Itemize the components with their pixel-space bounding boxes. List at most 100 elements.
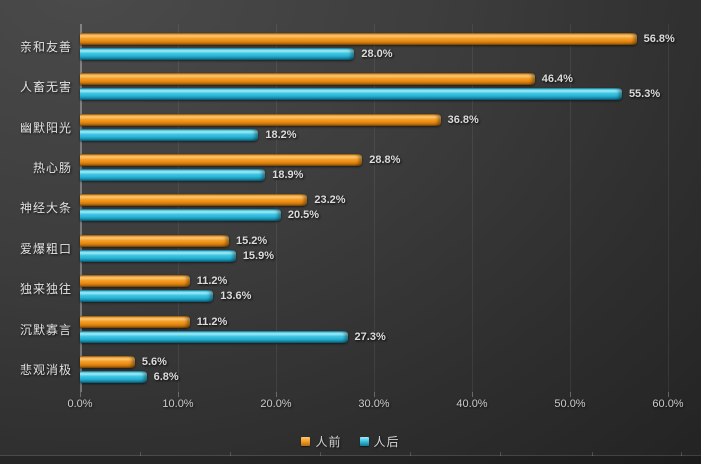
x-tick-label: 10.0%	[162, 398, 194, 410]
chart-row: 人畜无害 46.4% 55.3%	[0, 66, 668, 106]
sheet-edge-tick	[410, 452, 411, 456]
category-label: 人畜无害	[19, 80, 72, 95]
bar-line: 28.8%	[80, 154, 668, 167]
bar-cyan	[80, 47, 355, 60]
value-label: 11.2%	[196, 275, 228, 288]
bar-cyan	[80, 88, 622, 101]
bar-line: 18.2%	[80, 128, 668, 141]
bar-orange	[80, 234, 229, 247]
sheet-edge-tick	[681, 452, 682, 456]
x-axis-tick	[374, 392, 375, 397]
category-label: 热心肠	[32, 161, 72, 176]
value-label: 27.3%	[354, 330, 386, 343]
bar-cyan	[80, 128, 259, 141]
bar-pair: 5.6% 6.8%	[80, 356, 668, 384]
x-tick-label: 50.0%	[554, 398, 586, 410]
value-label: 15.2%	[235, 234, 268, 247]
bar-line: 15.9%	[80, 249, 668, 262]
legend-label-front: 人前	[315, 435, 342, 449]
x-axis-tick	[276, 392, 277, 397]
value-label: 13.6%	[220, 290, 252, 303]
value-label: 46.4%	[541, 73, 573, 86]
bar-pair: 11.2% 27.3%	[80, 315, 668, 343]
category-label: 独来独往	[19, 282, 72, 297]
bar-line: 28.0%	[80, 47, 668, 60]
sheet-edge-tick	[320, 452, 321, 456]
value-label: 20.5%	[287, 209, 320, 222]
value-label: 55.3%	[628, 88, 661, 101]
bar-line: 13.6%	[80, 290, 668, 303]
bar-orange	[80, 275, 190, 288]
gridline	[374, 24, 375, 392]
bar-line: 5.6%	[80, 356, 668, 369]
bar-line: 56.8%	[80, 32, 675, 45]
x-axis-tick	[668, 392, 669, 397]
sheet-edge-tick	[140, 452, 141, 456]
bar-line: 11.2%	[80, 315, 668, 328]
value-label: 6.8%	[153, 371, 179, 384]
gridline	[668, 24, 669, 392]
chart-row: 独来独往 11.2% 13.6%	[0, 269, 668, 309]
x-axis-tick	[178, 392, 179, 397]
category-label: 亲和友善	[19, 39, 72, 54]
bar-orange	[80, 154, 363, 167]
bar-pair: 56.8% 28.0%	[80, 32, 675, 60]
category-label: 悲观消极	[19, 363, 72, 378]
gridline	[276, 24, 277, 392]
x-axis-tick	[80, 392, 81, 397]
bar-orange	[80, 356, 135, 369]
category-label: 神经大条	[19, 201, 72, 216]
bar-line: 11.2%	[80, 275, 668, 288]
gridline	[570, 24, 571, 392]
sheet-edge-tick	[500, 452, 501, 456]
x-axis-tick	[570, 392, 571, 397]
y-axis-line	[80, 24, 82, 392]
chart-row: 神经大条 23.2% 20.5%	[0, 188, 668, 228]
bar-line: 46.4%	[80, 73, 668, 86]
bar-line: 18.9%	[80, 169, 668, 182]
legend-swatch-front-icon	[301, 437, 311, 446]
legend: 人前 人后	[0, 433, 701, 450]
x-tick-label: 0.0%	[67, 398, 93, 410]
value-label: 56.8%	[643, 32, 675, 45]
value-label: 15.9%	[242, 249, 275, 262]
legend-item-front: 人前	[301, 433, 341, 450]
value-label: 18.9%	[272, 169, 304, 182]
sheet-edge-tick	[230, 452, 231, 456]
x-tick-label: 30.0%	[358, 398, 390, 410]
legend-label-back: 人后	[373, 435, 400, 449]
x-tick-label: 40.0%	[456, 398, 488, 410]
value-label: 23.2%	[314, 194, 346, 207]
x-tick-label: 60.0%	[652, 398, 684, 410]
bar-pair: 11.2% 13.6%	[80, 275, 668, 303]
chart-row: 幽默阳光 36.8% 18.2%	[0, 107, 668, 147]
bar-orange	[80, 194, 308, 207]
x-axis-tick	[472, 392, 473, 397]
bar-line: 55.3%	[80, 88, 668, 101]
gridline	[472, 24, 473, 392]
legend-item-back: 人后	[359, 433, 400, 450]
bar-pair: 28.8% 18.9%	[80, 154, 668, 182]
bar-cyan	[80, 330, 348, 343]
bar-pair: 46.4% 55.3%	[80, 73, 668, 101]
bar-pair: 23.2% 20.5%	[80, 194, 668, 222]
category-label: 爱爆粗口	[19, 241, 72, 256]
chart-row: 亲和友善 56.8% 28.0%	[0, 26, 675, 66]
gridline	[178, 24, 179, 392]
value-label: 11.2%	[196, 315, 228, 328]
bar-cyan	[80, 169, 266, 182]
bar-pair: 15.2% 15.9%	[80, 234, 668, 262]
legend-swatch-back-icon	[359, 437, 369, 446]
bar-orange	[80, 73, 535, 86]
value-label: 28.0%	[361, 47, 393, 60]
bar-cyan	[80, 290, 214, 303]
value-label: 36.8%	[447, 113, 479, 126]
chart-row: 沉默寡言 11.2% 27.3%	[0, 309, 668, 349]
bar-cyan	[80, 209, 281, 222]
chart-row: 爱爆粗口 15.2% 15.9%	[0, 228, 668, 268]
value-label: 5.6%	[141, 356, 167, 369]
bar-line: 36.8%	[80, 113, 668, 126]
chart-rows: 亲和友善 56.8% 28.0% 人畜无害 46.4% 55.3% 幽默阳光 36.8% 18.…	[0, 26, 675, 390]
sheet-edge-strip	[0, 456, 701, 464]
